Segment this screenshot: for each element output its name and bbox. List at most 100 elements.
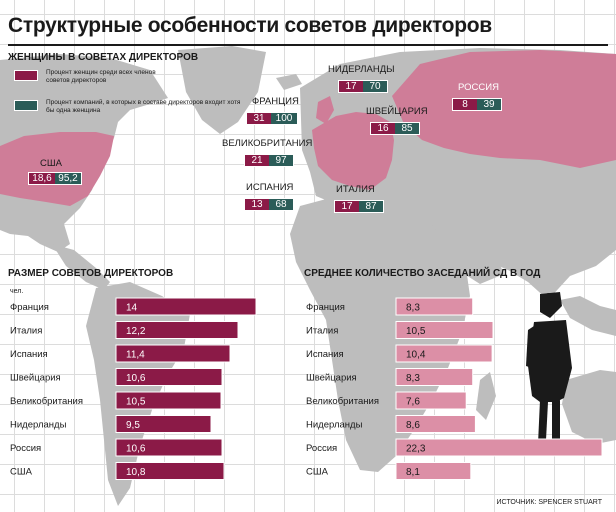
country-values-usa: 18,6 95,2: [28, 172, 82, 185]
meetings-bar: [395, 368, 474, 386]
boards-value-usa: 95,2: [55, 173, 81, 184]
board-size-bar: [115, 368, 223, 386]
uk-shape: [316, 96, 334, 124]
board-size-value-label: 14: [126, 303, 138, 314]
board-size-bar: [115, 438, 223, 457]
country-label-spain: ИСПАНИЯ: [246, 182, 294, 193]
women-value-russia: 8: [453, 99, 477, 110]
board-size-chart-title: РАЗМЕР СОВЕТОВ ДИРЕКТОРОВ: [8, 268, 173, 279]
country-label-switzerland: ШВЕЙЦАРИЯ: [366, 106, 428, 117]
women-value-usa: 18,6: [29, 173, 55, 184]
country-values-spain: 13 68: [244, 198, 294, 211]
board-size-bar: [115, 415, 212, 433]
women-value-netherlands: 17: [339, 81, 363, 92]
meetings-category-label: Италия: [306, 326, 338, 337]
boards-value-spain: 68: [269, 199, 293, 210]
title-rule: [8, 44, 608, 46]
country-values-uk: 21 97: [244, 154, 294, 167]
meetings-bar: [395, 438, 603, 457]
legend-women-swatch: [14, 70, 38, 81]
country-label-netherlands: НИДЕРЛАНДЫ: [328, 64, 395, 75]
women-value-france: 31: [247, 113, 271, 124]
businesswoman-icon: [526, 292, 572, 446]
central-america-shape: [52, 244, 110, 290]
legend-women-label: Процент женщин среди всех членов советов…: [46, 69, 156, 84]
usa-shape: [0, 132, 114, 206]
legend-boards-swatch: [14, 100, 38, 111]
board-size-category-label: США: [10, 467, 33, 478]
board-size-unit-label: чел.: [10, 288, 23, 295]
board-size-category-label: Италия: [10, 326, 42, 337]
boards-value-uk: 97: [269, 155, 293, 166]
board-size-value-label: 12,2: [126, 326, 146, 337]
source-note: ИСТОЧНИК: SPENCER STUART: [496, 499, 603, 506]
meetings-bar: [395, 297, 474, 316]
country-label-france: ФРАНЦИЯ: [252, 96, 299, 107]
board-size-category-label: Франция: [10, 302, 49, 313]
meetings-value-label: 22,3: [406, 444, 426, 455]
country-values-switzerland: 16 85: [370, 122, 420, 135]
madagascar-shape: [476, 372, 496, 420]
board-size-value-label: 10,5: [126, 397, 146, 408]
board-size-category-label: Испания: [10, 349, 48, 360]
country-values-netherlands: 17 70: [338, 80, 388, 93]
se-asia-shape: [560, 296, 616, 336]
meetings-bar: [395, 344, 493, 363]
women-value-switzerland: 16: [371, 123, 395, 134]
meetings-value-label: 10,4: [406, 350, 426, 361]
meetings-bar: [395, 462, 472, 480]
arabia-shape: [436, 232, 504, 284]
meetings-category-label: Россия: [306, 443, 337, 454]
australia-shape: [562, 370, 616, 444]
board-size-value-label: 10,6: [126, 444, 146, 455]
board-size-value-label: 11,4: [126, 350, 145, 361]
board-size-bar: [115, 462, 225, 480]
meetings-bar: [395, 415, 476, 433]
legend-boards-label: Процент компаний, в которых в составе ди…: [46, 99, 241, 114]
meetings-value-label: 8,1: [406, 467, 420, 478]
women-value-spain: 13: [245, 199, 269, 210]
country-values-russia: 8 39: [452, 98, 502, 111]
country-label-italy: ИТАЛИЯ: [336, 184, 375, 195]
country-label-usa: США: [40, 158, 62, 169]
page-title: Структурные особенности советов директор…: [8, 14, 492, 37]
country-label-russia: РОССИЯ: [458, 82, 499, 93]
russia-shape: [392, 50, 616, 168]
boards-value-netherlands: 70: [363, 81, 387, 92]
meetings-value-label: 8,3: [406, 373, 420, 384]
map-section-title: ЖЕНЩИНЫ В СОВЕТАХ ДИРЕКТОРОВ: [8, 52, 199, 63]
iceland-shape: [276, 74, 302, 90]
country-label-uk: ВЕЛИКОБРИТАНИЯ: [222, 138, 313, 149]
board-size-category-label: Россия: [10, 443, 41, 454]
meetings-bar: [395, 321, 494, 339]
boards-value-italy: 87: [359, 201, 383, 212]
board-size-category-label: Великобритания: [10, 396, 83, 407]
meetings-category-label: Франция: [306, 302, 345, 313]
meetings-bar: [395, 391, 467, 410]
board-size-category-label: Нидерланды: [10, 420, 67, 431]
board-size-category-label: Швейцария: [10, 373, 61, 384]
women-value-uk: 21: [245, 155, 269, 166]
meetings-chart-title: СРЕДНЕЕ КОЛИЧЕСТВО ЗАСЕДАНИЙ СД В ГОД: [304, 266, 540, 279]
board-size-bar: [115, 391, 222, 410]
meetings-category-label: Испания: [306, 349, 344, 360]
board-size-bar: [115, 321, 239, 339]
meetings-value-label: 8,6: [406, 420, 420, 431]
country-values-italy: 17 87: [334, 200, 384, 213]
meetings-value-label: 10,5: [406, 326, 426, 337]
boards-value-france: 100: [271, 113, 297, 124]
country-values-france: 31 100: [246, 112, 298, 125]
board-size-bar: [115, 344, 231, 363]
boards-value-switzerland: 85: [395, 123, 419, 134]
meetings-category-label: Нидерланды: [306, 420, 363, 431]
meetings-category-label: США: [306, 467, 329, 478]
meetings-category-label: Великобритания: [306, 396, 379, 407]
board-size-value-label: 10,6: [126, 373, 146, 384]
greenland-shape: [178, 46, 266, 134]
boards-value-russia: 39: [477, 99, 501, 110]
board-size-bar: [115, 297, 257, 316]
board-size-value-label: 10,8: [126, 467, 146, 478]
meetings-category-label: Швейцария: [306, 373, 357, 384]
